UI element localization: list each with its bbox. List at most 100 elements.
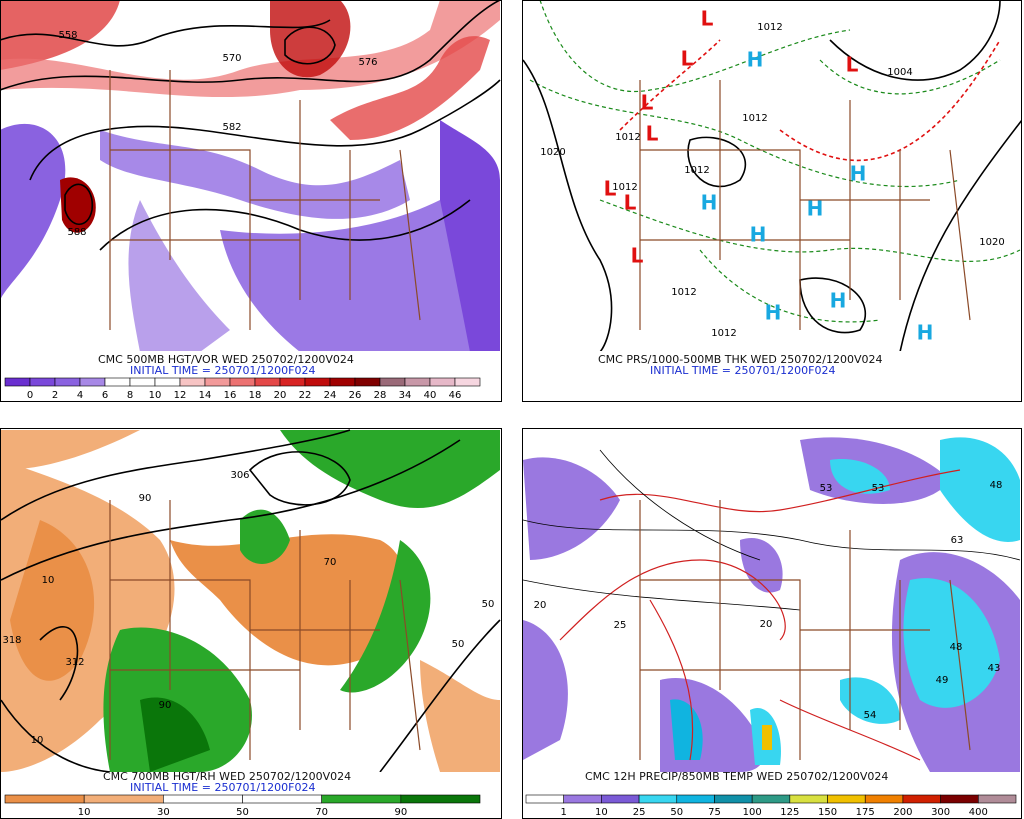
map — [523, 437, 1021, 772]
contour-label: 50 — [482, 599, 495, 610]
contour-label: 1012 — [711, 328, 736, 339]
contour-label: 10 — [31, 735, 44, 746]
contour-label: 63 — [951, 535, 964, 546]
colorbar-label: 300 — [931, 807, 950, 818]
caption: CMC PRS/1000-500MB THK WED 250702/1200V0… — [598, 353, 883, 366]
contour-label: 53 — [872, 483, 885, 494]
colorbar-label: 1 — [561, 807, 567, 818]
panel-surface: 1012 1004 1012 1012 1020 1012 1012 1020 … — [522, 0, 1022, 402]
colorbar-label: 14 — [199, 390, 212, 401]
contour-label: 312 — [65, 657, 84, 668]
colorbar-label: 22 — [299, 390, 312, 401]
colorbar-cell — [676, 794, 715, 804]
colorbar-label: 10 — [78, 807, 91, 818]
contour-label: 588 — [67, 227, 86, 238]
colorbar-label: 12 — [174, 390, 187, 401]
contour-label: 1012 — [757, 22, 782, 33]
contour-label: 50 — [452, 639, 465, 650]
colorbar-cell — [204, 377, 231, 387]
low-center: L — [646, 122, 659, 146]
colorbar-cell — [827, 794, 866, 804]
colorbar-label: 75 — [708, 807, 721, 818]
contour-label: 570 — [222, 53, 241, 64]
colorbar-label: 100 — [743, 807, 762, 818]
colorbar-cell — [902, 794, 941, 804]
colorbar-cell — [4, 794, 85, 804]
colorbar-cell — [83, 794, 164, 804]
contour-label: 90 — [139, 493, 152, 504]
colorbar-cell — [129, 377, 156, 387]
low-center: L — [624, 191, 637, 215]
colorbar-cell — [254, 377, 281, 387]
colorbar-label: 46 — [449, 390, 462, 401]
contour-label: 20 — [760, 619, 773, 630]
colorbar-cell — [714, 794, 753, 804]
contour-label: 1012 — [684, 165, 709, 176]
contour-label: 48 — [990, 480, 1003, 491]
contour-label: 582 — [222, 122, 241, 133]
panel-frame — [522, 0, 1022, 402]
colorbar-cell — [601, 794, 640, 804]
colorbar-cell — [940, 794, 979, 804]
colorbar-label: 70 — [315, 807, 328, 818]
colorbar-label: 26 — [349, 390, 362, 401]
colorbar-label: 10 — [149, 390, 162, 401]
colorbar-cell — [751, 794, 791, 804]
colorbar-cell — [179, 377, 206, 387]
initial-time: INITIAL TIME = 250701/1200F024 — [130, 781, 315, 794]
colorbar-cell — [163, 794, 243, 804]
colorbar-cell — [379, 377, 406, 387]
colorbar-label: 4 — [77, 390, 83, 401]
contour-label: 70 — [324, 557, 337, 568]
caption: CMC 700MB HGT/RH WED 250702/1200V024 — [103, 770, 351, 783]
colorbar-cell — [429, 377, 456, 387]
high-center: H — [917, 321, 934, 345]
colorbar-label: 18 — [249, 390, 262, 401]
low-center: L — [681, 47, 694, 71]
initial-time: INITIAL TIME = 250701/1200F024 — [130, 364, 315, 377]
low-center: L — [604, 177, 617, 201]
panel-500mb: 558 570 582 588 576 CMC 500MB HGT/VOR WE… — [0, 0, 502, 402]
contour-label: 1012 — [612, 182, 637, 193]
low-center: L — [846, 53, 859, 77]
colorbar-label: 24 — [324, 390, 337, 401]
high-center: H — [765, 301, 782, 325]
contour-label: 1020 — [540, 147, 565, 158]
colorbar-label: 175 — [856, 807, 875, 818]
panel-700mb: 306 318 312 90 50 10 90 50 70 10 CMC 700… — [0, 428, 502, 819]
colorbar-label: 25 — [633, 807, 646, 818]
colorbar-cell — [79, 377, 106, 387]
caption: CMC 12H PRECIP/850MB TEMP WED 250702/120… — [585, 770, 888, 783]
colorbar-cell — [154, 377, 181, 387]
colorbar-label: 200 — [893, 807, 912, 818]
contour-label: 54 — [864, 710, 877, 721]
colorbar-cell — [864, 794, 904, 804]
contour-label: 1020 — [979, 237, 1004, 248]
contour-label: 53 — [820, 483, 833, 494]
colorbar-cell — [54, 377, 81, 387]
contour-label: 1012 — [671, 287, 696, 298]
colorbar-cell — [304, 377, 331, 387]
contour-label: 1012 — [615, 132, 640, 143]
colorbar-cell — [400, 794, 481, 804]
contour-label: 20 — [534, 600, 547, 611]
colorbar-cell — [279, 377, 306, 387]
colorbar-label: 50 — [236, 807, 249, 818]
colorbar-cell — [789, 794, 828, 804]
colorbar-label: 50 — [670, 807, 683, 818]
colorbar-label: 2 — [52, 390, 58, 401]
colorbar-label: 30 — [157, 807, 170, 818]
contour-label: 48 — [950, 642, 963, 653]
contour-label: 1012 — [742, 113, 767, 124]
panel-precip: 48 53 53 63 48 43 49 54 20 20 25 CMC 12H… — [522, 428, 1022, 819]
contour-label: 576 — [358, 57, 377, 68]
initial-time: INITIAL TIME = 250701/1200F024 — [650, 364, 835, 377]
colorbar-label: 28 — [374, 390, 387, 401]
colorbar-cell — [978, 794, 1017, 804]
colorbar-cell — [229, 377, 256, 387]
contour-label: 25 — [614, 620, 627, 631]
colorbar-cell — [354, 377, 381, 387]
colorbar-cell — [4, 377, 31, 387]
contour-label: 318 — [2, 635, 21, 646]
